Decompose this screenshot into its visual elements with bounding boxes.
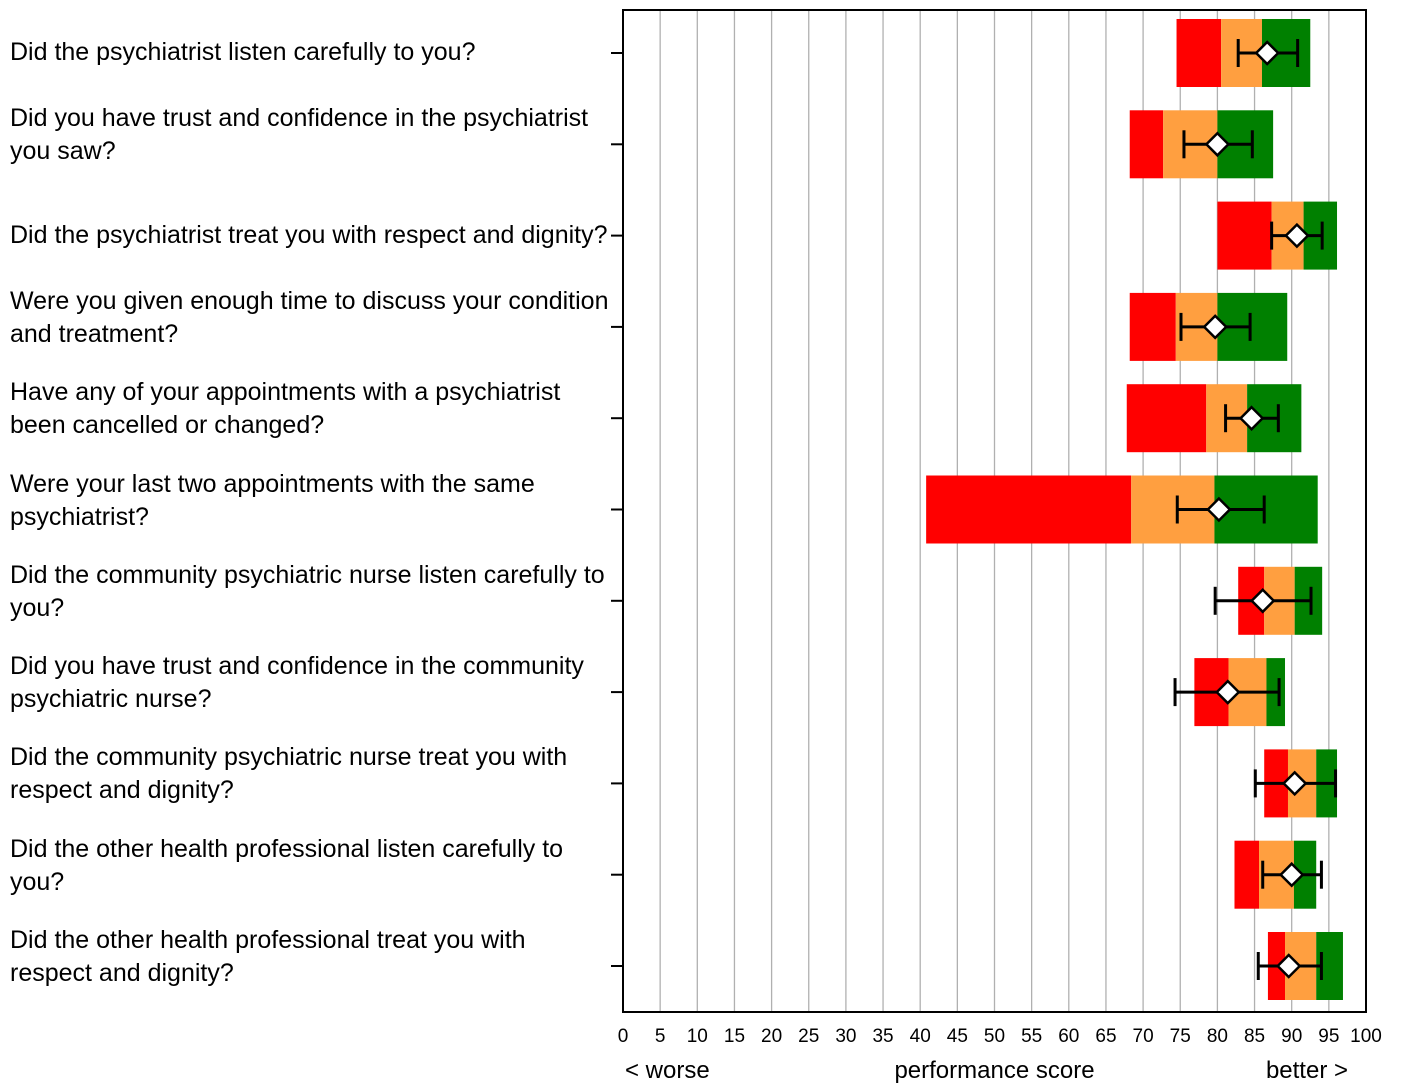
question-label: Did you have trust and confidence in the… (10, 652, 584, 714)
x-tick-label: 55 (1021, 1026, 1042, 1047)
score-marker (1204, 131, 1231, 158)
bar-red-segment (1176, 19, 1222, 87)
score-marker (1275, 953, 1302, 979)
score-marker (1281, 770, 1308, 797)
x-tick-label: 80 (1207, 1026, 1228, 1047)
x-tick-label: 50 (984, 1026, 1005, 1047)
score-marker (1202, 314, 1228, 340)
question-label: Did the other health professional treat … (10, 926, 526, 987)
score-marker (1249, 588, 1276, 614)
question-label: Did the psychiatrist listen carefully to… (10, 38, 476, 66)
question-label: Did the psychiatrist treat you with resp… (10, 220, 608, 249)
x-tick-label: 95 (1318, 1026, 1339, 1047)
x-tick-label: 10 (687, 1026, 708, 1047)
x-tick-label: 35 (872, 1026, 893, 1047)
x-tick-label: 25 (798, 1026, 819, 1047)
question-list: Did the psychiatrist listen carefully to… (0, 0, 610, 1084)
x-tick-label: 60 (1058, 1026, 1079, 1047)
x-tick-label: 15 (724, 1026, 745, 1047)
question-label: Did the community psychiatric nurse trea… (10, 743, 568, 805)
bar-red-segment (1126, 384, 1207, 453)
score-marker (1215, 679, 1241, 705)
x-tick-label: 40 (910, 1026, 931, 1047)
better-note: better > (1266, 1057, 1348, 1084)
score-marker (1254, 40, 1280, 66)
bar-red-segment (1129, 292, 1176, 361)
x-tick-labels: 0 5 10 15 20 25 30 35 40 45 50 55 60 65 70 75 80 85 90 95 10… (618, 1026, 1382, 1047)
score-marker (1206, 496, 1232, 523)
plot-frame (622, 9, 1367, 1013)
x-tick-label: 0 (618, 1026, 629, 1047)
question-label: Did the other health professional listen… (10, 834, 564, 896)
score-markers (1173, 39, 1338, 980)
bar-red-segment (926, 475, 1132, 544)
x-tick-label: 65 (1095, 1026, 1116, 1047)
x-tick-label: 70 (1133, 1026, 1154, 1047)
x-tick-label: 20 (761, 1026, 782, 1047)
question-label: Have any of your appointments with a psy… (10, 378, 561, 440)
score-marker (1238, 405, 1265, 431)
x-tick-label: 90 (1281, 1026, 1302, 1047)
x-tick-label: 45 (947, 1026, 968, 1047)
worse-note: < worse (625, 1057, 710, 1084)
bars (926, 19, 1343, 1000)
question-label: Did the community psychiatric nurse list… (10, 560, 605, 622)
bar-red-segment (1217, 201, 1272, 270)
bar-red-segment (1234, 840, 1260, 909)
x-tick-label: 5 (655, 1026, 666, 1047)
x-axis-label: performance score (894, 1057, 1094, 1084)
question-label: Were you given enough time to discuss yo… (10, 286, 609, 348)
y-ticks (611, 52, 623, 967)
question-label: Were your last two appointments with the… (10, 469, 535, 531)
score-marker (1284, 222, 1310, 249)
x-tick-label: 30 (835, 1026, 856, 1047)
x-tick-label: 75 (1170, 1026, 1191, 1047)
score-marker (1278, 861, 1305, 888)
bar-red-segment (1129, 110, 1164, 179)
x-tick-label: 85 (1244, 1026, 1265, 1047)
x-tick-label: 100 (1350, 1026, 1382, 1047)
question-label: Did you have trust and confidence in the… (10, 104, 589, 166)
